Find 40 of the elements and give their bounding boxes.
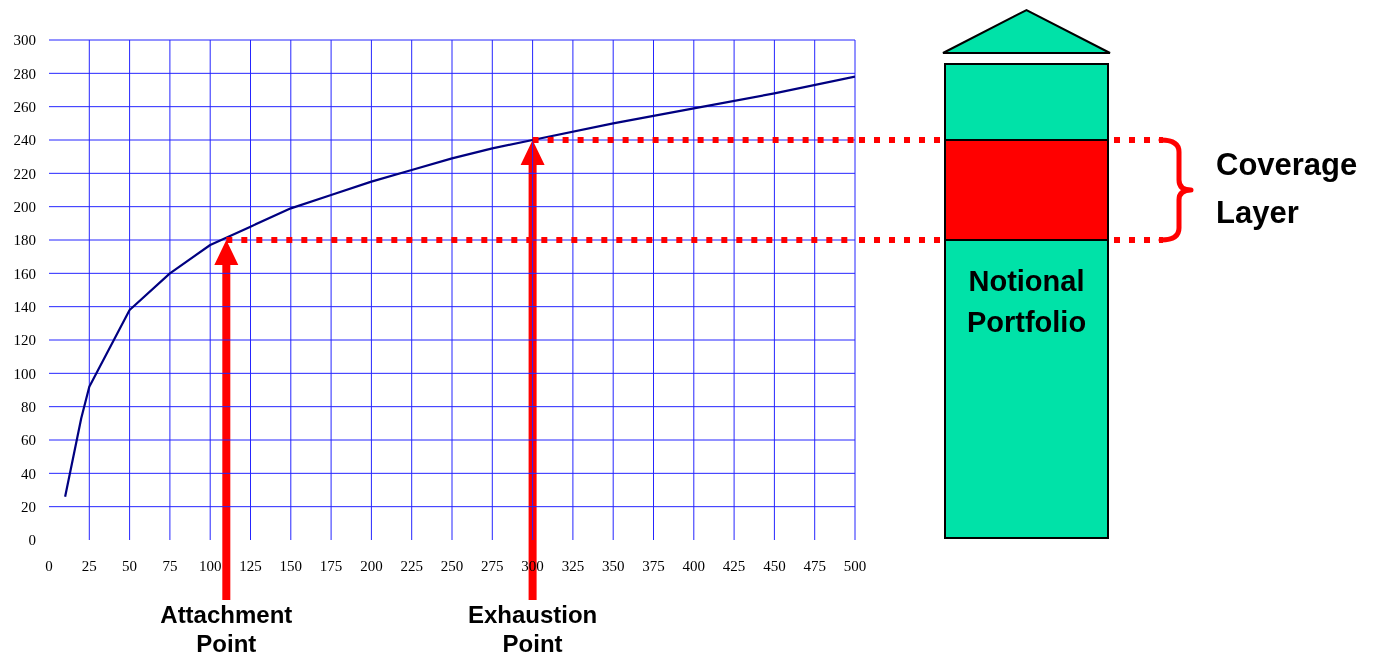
y-tick-label: 300 <box>13 32 36 49</box>
y-tick-label: 120 <box>13 332 36 349</box>
x-tick-label: 25 <box>81 557 97 574</box>
y-tick-label: 140 <box>13 298 36 315</box>
y-tick-label: 80 <box>21 398 36 415</box>
x-tick-label: 425 <box>722 557 746 574</box>
y-tick-label: 20 <box>21 498 36 515</box>
y-tick-label: 200 <box>13 198 36 215</box>
x-tick-label: 250 <box>440 557 464 574</box>
y-tick-label: 60 <box>21 432 36 449</box>
y-tick-label: 240 <box>13 132 36 149</box>
x-tick-label: 100 <box>198 557 222 574</box>
y-tick-label: 40 <box>21 465 36 482</box>
text: Attachment Point <box>159 600 294 658</box>
y-tick-label: 180 <box>13 232 36 249</box>
x-tick-label: 75 <box>162 557 178 574</box>
x-tick-label: 0 <box>45 557 53 574</box>
x-tick-label: 125 <box>239 557 262 574</box>
x-tick-label: 375 <box>642 557 665 574</box>
x-tick-label: 200 <box>360 557 383 574</box>
y-tick-label: 100 <box>13 365 36 382</box>
x-tick-label: 325 <box>561 557 585 574</box>
y-tick-label: 0 <box>28 532 36 549</box>
x-tick-label: 150 <box>279 557 303 574</box>
x-tick-label: 350 <box>601 557 625 574</box>
text: Coverage Layer <box>1216 146 1359 232</box>
text: Notional Portfolio <box>965 264 1088 340</box>
x-tick-label: 50 <box>122 557 138 574</box>
text: Exhaustion Point <box>466 600 599 658</box>
x-tick-label: 475 <box>803 557 826 574</box>
y-tick-label: 160 <box>13 265 36 282</box>
y-tick-label: 220 <box>13 165 36 182</box>
x-tick-label: 450 <box>763 557 786 574</box>
x-tick-label: 400 <box>682 557 706 574</box>
x-tick-label: 225 <box>400 557 423 574</box>
x-tick-label: 175 <box>319 557 343 574</box>
x-tick-label: 275 <box>481 557 504 574</box>
y-tick-label: 260 <box>13 98 36 115</box>
x-tick-label: 500 <box>843 557 867 574</box>
y-tick-label: 280 <box>13 65 36 82</box>
